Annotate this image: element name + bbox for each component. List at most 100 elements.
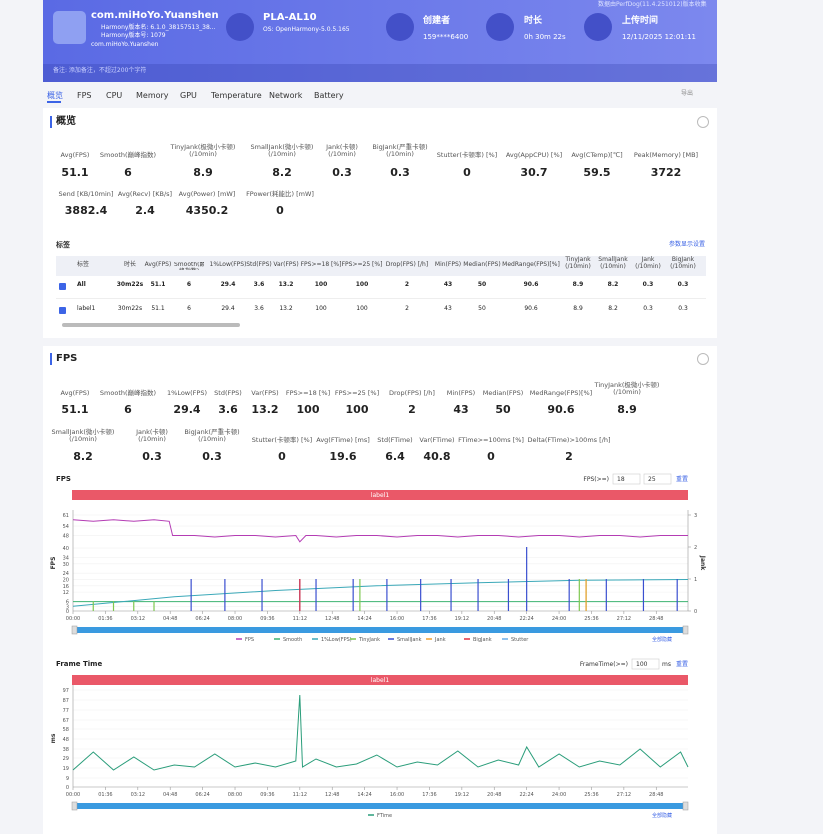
metric-value: 100	[296, 403, 320, 416]
slider-handle[interactable]	[682, 625, 689, 635]
metric-label: Jank(卡顿) (/10min)	[136, 428, 168, 444]
legend-label[interactable]: Smooth	[283, 637, 302, 643]
reset-button[interactable]: 重置	[676, 660, 688, 668]
tab[interactable]: Battery	[314, 91, 344, 100]
legend-label[interactable]: SmallJank	[397, 637, 422, 643]
chart-title: Frame Time	[56, 660, 102, 668]
table-cell: 2	[405, 305, 409, 312]
table-cell: 30m22s	[116, 281, 144, 288]
threshold-input[interactable]	[631, 658, 660, 670]
x-tick-label: 06:24	[195, 616, 209, 622]
remark-bar	[43, 64, 717, 82]
threshold-input[interactable]	[612, 473, 641, 485]
hide-all-link[interactable]: 全部隐藏	[652, 636, 672, 643]
slider-handle[interactable]	[71, 801, 78, 811]
metric-label: Stutter(卡顿率) [%]	[251, 436, 313, 444]
tab[interactable]: FPS	[77, 91, 92, 100]
tab[interactable]: Memory	[136, 91, 169, 100]
metric-value: 0.3	[390, 166, 410, 179]
metric-label: Std(FTime)	[377, 436, 413, 444]
tab[interactable]: GPU	[180, 91, 197, 100]
y-tick-label: 61	[63, 513, 69, 519]
metric-value: 3.6	[218, 403, 238, 416]
tab[interactable]: 概览	[47, 91, 63, 100]
metric-label: Peak(Memory) [MB]	[633, 151, 699, 159]
tab[interactable]: Network	[269, 91, 303, 100]
row-checkbox[interactable]	[59, 283, 66, 290]
y-tick-label: 0	[66, 609, 69, 615]
table-cell: 51.1	[151, 305, 165, 312]
range-slider[interactable]	[72, 627, 688, 633]
table-cell: label1	[77, 305, 96, 312]
y-tick-label: 0	[66, 785, 69, 791]
table-cell: 3.6	[254, 305, 264, 312]
export-button[interactable]: 导出	[681, 90, 694, 97]
x-tick-label: 17:36	[422, 616, 436, 622]
section-title: FPS	[56, 353, 78, 364]
table-cell: 13.2	[278, 281, 294, 288]
table-cell: 100	[356, 305, 368, 312]
metric-value: 8.2	[73, 450, 93, 463]
legend-label[interactable]: FTime	[377, 813, 392, 819]
metric-label: Delta(FTime)>100ms [/h]	[527, 436, 611, 444]
metric-label: MedRange(FPS)[%]	[529, 389, 593, 397]
metric-value: 43	[453, 403, 469, 416]
x-tick-label: 16:00	[390, 792, 404, 798]
table-cell: 100	[315, 305, 327, 312]
range-slider[interactable]	[72, 803, 688, 809]
collapse-button[interactable]	[697, 116, 709, 128]
metric-value: 40.8	[423, 450, 451, 463]
metric-value: 0.3	[202, 450, 222, 463]
legend-label[interactable]: FPS	[245, 637, 254, 643]
y-tick-label: 48	[63, 737, 69, 743]
creator-icon	[386, 13, 414, 41]
metric-label: FTime>=100ms [%]	[458, 436, 524, 444]
row-divider	[56, 298, 706, 299]
row-checkbox[interactable]	[59, 307, 66, 314]
table-header: SmallJank (/10min)	[598, 256, 628, 270]
y2-tick-label: 2	[694, 545, 697, 551]
legend-label[interactable]: Stutter	[511, 637, 529, 643]
x-tick-label: 19:12	[455, 792, 469, 798]
legend-label[interactable]: 1%Low(FPS)	[321, 637, 352, 643]
legend-label[interactable]: BigJank	[473, 637, 492, 643]
table-cell: 100	[314, 281, 328, 288]
metric-label: Avg(Power) [mW]	[178, 190, 236, 198]
table-cell: 0.3	[642, 281, 654, 288]
tab[interactable]: CPU	[106, 91, 123, 100]
table-cell: 30m22s	[117, 305, 143, 312]
section-title: 概览	[56, 116, 76, 127]
metric-label: Smooth(巅峰指数)	[99, 389, 157, 397]
hide-all-link[interactable]: 全部隐藏	[652, 812, 672, 819]
os-version: OS: OpenHarmony-5.0.5.165	[263, 26, 350, 33]
unit: ms	[662, 661, 671, 668]
y-tick-label: 9	[66, 776, 69, 782]
metric-value: 0	[463, 166, 471, 179]
collapse-button[interactable]	[697, 353, 709, 365]
legend-label[interactable]: TinyJank	[358, 637, 380, 643]
reset-button[interactable]: 重置	[676, 475, 688, 483]
slider-handle[interactable]	[682, 801, 689, 811]
metric-value: 2.4	[135, 204, 155, 217]
metric-value: 30.7	[520, 166, 548, 179]
settings-link[interactable]: 参数显示设置	[668, 241, 705, 248]
table-header: Min(FPS)	[434, 261, 462, 268]
slider-handle[interactable]	[71, 625, 78, 635]
y-tick-label: 3	[66, 604, 69, 610]
upload-time: 12/11/2025 12:01:11	[622, 33, 697, 41]
x-tick-label: 27:12	[617, 792, 631, 798]
legend-label[interactable]: Jank	[434, 637, 446, 643]
table-cell: All	[77, 281, 86, 288]
upload-label: 上传时间	[622, 16, 659, 26]
y-tick-label: 30	[63, 562, 69, 568]
table-cell: 6	[187, 305, 191, 312]
metric-label: Var(FTime)	[419, 436, 455, 444]
metric-value: 8.9	[617, 403, 637, 416]
tab[interactable]: Temperature	[211, 91, 262, 100]
metric-value: 51.1	[61, 403, 89, 416]
metric-label: BigJank(严重卡顿) (/10min)	[184, 428, 240, 444]
threshold-input[interactable]	[643, 473, 672, 485]
metric-value: 59.5	[583, 166, 611, 179]
table-header: TinyJank (/10min)	[565, 256, 591, 270]
